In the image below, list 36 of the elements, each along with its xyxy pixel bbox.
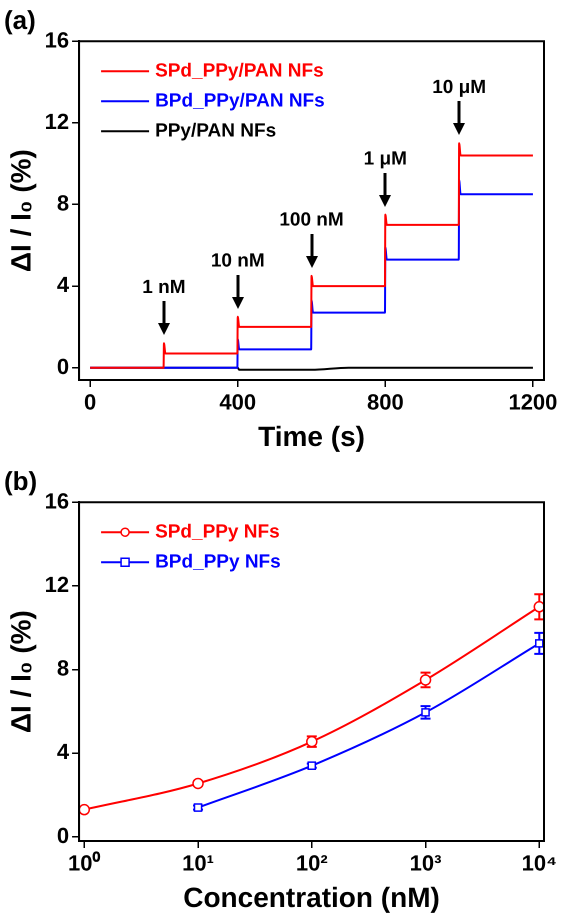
- x-tick-label: 10⁰: [68, 850, 101, 876]
- y-tick-label: 4: [56, 739, 70, 764]
- annotation: 10 nM: [210, 250, 265, 272]
- line-series: [89, 142, 534, 369]
- legend-label: BPd_PPy/PAN NFs: [155, 90, 325, 112]
- annotation: 10 μM: [432, 76, 486, 98]
- legend-label: PPy/PAN NFs: [155, 120, 276, 142]
- x-tick-label: 1200: [508, 389, 558, 414]
- legend-label: BPd_PPy NFs: [155, 551, 281, 572]
- x-tick-label: 10²: [296, 850, 328, 876]
- y-tick-label: 16: [44, 27, 70, 52]
- y-tick-label: 12: [44, 572, 70, 597]
- x-tick-label: 10³: [410, 850, 442, 876]
- y-axis-title: ΔI / I₀ (%): [6, 610, 37, 734]
- x-axis-title: Concentration (nM): [183, 882, 440, 913]
- x-tick-label: 0: [84, 389, 96, 414]
- legend-label: SPd_PPy NFs: [155, 521, 280, 542]
- x-axis-title: Time (s): [258, 420, 365, 452]
- annotation: 100 nM: [279, 210, 344, 231]
- chart-title: (b): [4, 466, 38, 496]
- y-axis-title: ΔI / I₀ (%): [6, 149, 37, 272]
- y-tick-label: 8: [56, 190, 70, 216]
- y-tick-label: 8: [56, 656, 70, 681]
- annotation: 1 μM: [364, 148, 407, 170]
- x-tick-label: 400: [219, 389, 256, 414]
- x-tick-label: 800: [366, 389, 404, 414]
- chart-title: (a): [4, 4, 36, 35]
- y-tick-label: 16: [44, 488, 70, 514]
- y-tick-label: 12: [44, 108, 70, 134]
- annotation: 1 nM: [142, 276, 186, 298]
- legend-label: SPd_PPy/PAN NFs: [155, 60, 324, 82]
- y-tick-label: 4: [56, 272, 70, 298]
- y-tick-label: 0: [56, 822, 70, 848]
- x-tick-label: 10¹: [182, 850, 214, 876]
- x-tick-label: 10⁴: [522, 850, 557, 876]
- y-tick-label: 0: [56, 354, 70, 379]
